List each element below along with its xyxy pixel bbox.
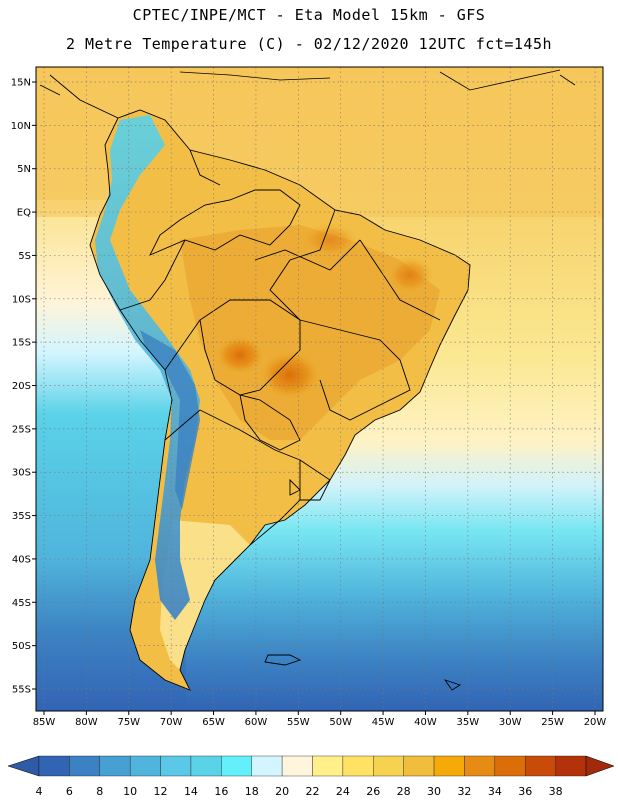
colorbar-bin [464, 755, 496, 777]
colorbar-label: 32 [457, 785, 471, 798]
longitude-label: 30W [499, 717, 522, 725]
longitude-label: 65W [202, 717, 225, 725]
patagonia-cool-region [160, 520, 250, 670]
colorbar-label: 28 [397, 785, 411, 798]
longitude-label: 45W [372, 717, 395, 725]
longitude-label: 70W [160, 717, 183, 725]
latitude-label: 30S [12, 468, 31, 479]
latitude-label: 55S [12, 685, 31, 696]
longitude-label: 85W [33, 717, 56, 725]
heat-spot-mato-grosso [255, 347, 325, 403]
colorbar-bin [494, 755, 526, 777]
colorbar-bin [342, 755, 374, 777]
longitude-label: 75W [117, 717, 140, 725]
colorbar-bin [555, 755, 587, 777]
longitude-label: 55W [287, 717, 310, 725]
latitude-label: 10S [12, 294, 31, 305]
longitude-label: 80W [75, 717, 98, 725]
country-borders [39, 74, 471, 691]
colorbar-bin [373, 755, 404, 777]
interior-warm-region [180, 225, 440, 440]
colorbar-bin [525, 755, 556, 777]
colorbar-bin [160, 755, 192, 777]
colorbar-label: 30 [427, 785, 441, 798]
colorbar-bin [281, 755, 313, 777]
longitude-label: 35W [457, 717, 480, 725]
latitude-label: 25S [12, 424, 31, 435]
colorbar-label: 10 [123, 785, 137, 798]
latitude-label: 40S [12, 554, 31, 565]
latitude-label: 50S [12, 641, 31, 652]
graticule [36, 67, 603, 711]
latitude-label: 15S [12, 338, 31, 349]
colorbar-label: 18 [245, 785, 259, 798]
temperature-colorbar: 4 6 8 10 12 14 16 18 20 22 24 26 28 30 32 34 36 38 [7, 755, 615, 798]
colorbar-label: 16 [214, 785, 228, 798]
colorbar-bin [221, 755, 252, 777]
latitude-label: 15N [11, 78, 31, 89]
longitude-label: 40W [414, 717, 437, 725]
chart-subtitle: 2 Metre Temperature (C) - 02/12/2020 12U… [65, 35, 553, 53]
latitude-label: 45S [12, 598, 31, 609]
colorbar-label: 22 [306, 785, 320, 798]
colorbar-bin [99, 755, 131, 777]
colorbar-bin [251, 755, 283, 777]
colorbar-label: 4 [36, 785, 43, 798]
colorbar-low-arrow [7, 755, 40, 777]
colorbar-label: 38 [549, 785, 563, 798]
colorbar-bin [190, 755, 222, 777]
colorbar-label: 34 [488, 785, 502, 798]
colorbar-label: 36 [518, 785, 532, 798]
colorbar-label: 8 [96, 785, 103, 798]
heat-spot-northeast [385, 255, 435, 295]
temperature-map: 15N 10N 5N EQ 5S 10S 15S 20S 25S 30S 35S 40S 45S 50S 5… [11, 66, 607, 725]
heat-spot-amazon [300, 222, 360, 258]
longitude-label: 25W [541, 717, 564, 725]
colorbar-label: 26 [366, 785, 380, 798]
colorbar-bin [433, 755, 465, 777]
colorbar-label: 12 [154, 785, 168, 798]
andes-high-peaks [140, 330, 200, 510]
colorbar-bin [403, 755, 435, 777]
colorbar-label: 20 [275, 785, 289, 798]
latitude-label: 10N [11, 121, 31, 132]
latitude-label: 20S [12, 381, 31, 392]
latitude-label: EQ [17, 208, 31, 219]
andes-cold-strip [95, 115, 200, 620]
caribbean-coastline [179, 69, 576, 91]
colorbar-high-arrow [585, 755, 615, 777]
map-frame [35, 66, 604, 712]
colorbar-bin [312, 755, 344, 777]
heat-spot-bolivia [212, 333, 268, 377]
longitude-label: 60W [245, 717, 268, 725]
colorbar-label: 14 [184, 785, 198, 798]
latitude-label: 5S [18, 251, 31, 262]
latitude-label: 5N [17, 164, 31, 175]
colorbar-bin [38, 755, 70, 777]
colorbar-label: 24 [336, 785, 350, 798]
chart-title: CPTEC/INPE/MCT - Eta Model 15km - GFS [132, 6, 486, 24]
colorbar-label: 6 [66, 785, 73, 798]
colorbar-bin [69, 755, 100, 777]
colorbar-bin [129, 755, 161, 777]
latitude-label: 35S [12, 511, 31, 522]
longitude-label: 20W [584, 717, 607, 725]
longitude-label: 50W [329, 717, 352, 725]
